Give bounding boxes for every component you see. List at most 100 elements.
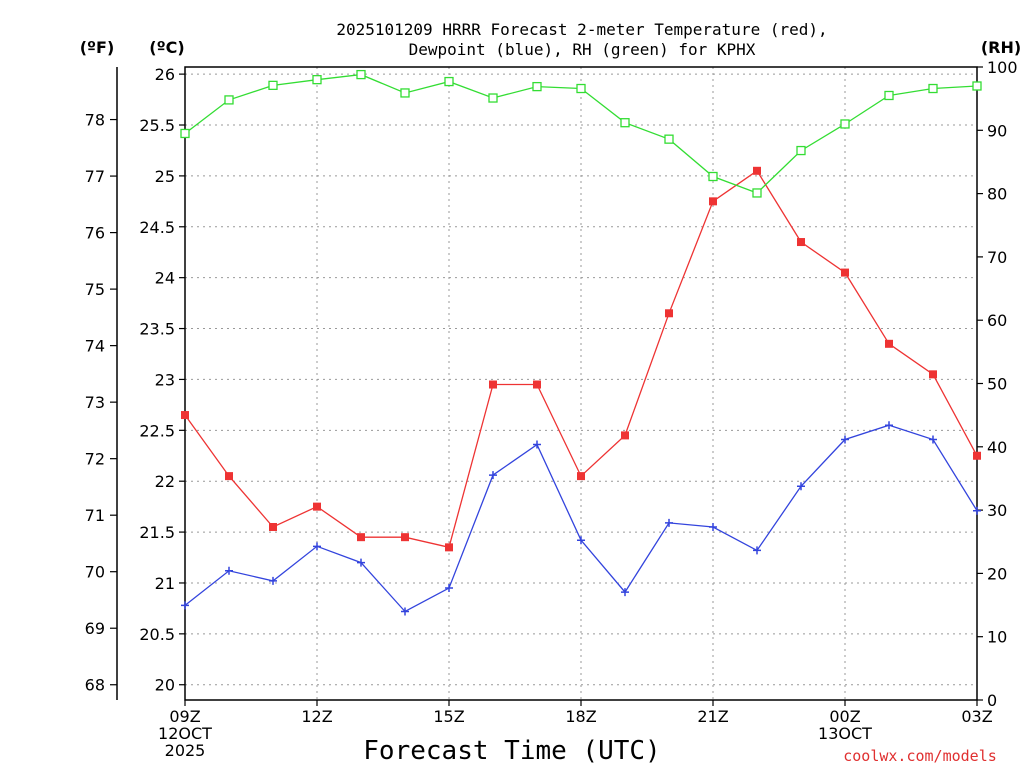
temperature-point [533, 380, 541, 389]
rh-tick-label: 30 [987, 501, 1007, 520]
x-tick-label: 21Z [697, 707, 728, 726]
dewpoint-point [181, 601, 189, 610]
dewpoint-point [225, 566, 233, 575]
temperature-point [797, 238, 805, 247]
rh-tick-label: 60 [987, 311, 1007, 330]
rh-point [620, 118, 630, 128]
temperature-point [621, 431, 629, 440]
celsius-tick-label: 20.5 [139, 625, 175, 644]
rh-point [444, 76, 454, 87]
fahrenheit-tick-label: 70 [85, 563, 105, 582]
fahrenheit-tick-label: 74 [85, 337, 105, 356]
dewpoint-point [577, 536, 585, 545]
temperature-point [841, 268, 849, 277]
fahrenheit-tick-label: 68 [85, 676, 105, 695]
dewpoint-point [489, 471, 497, 480]
celsius-tick-label: 25 [155, 167, 175, 186]
dewpoint-point [621, 588, 629, 597]
temperature-point [181, 411, 189, 420]
x-tick-label: 00Z [829, 707, 860, 726]
rh-axis: 0 10 20 30 40 50 60 70 80 90 100 [977, 58, 1018, 710]
temperature-point [357, 533, 365, 542]
dewpoint-point [929, 435, 937, 444]
rh-tick-label: 70 [987, 248, 1007, 267]
temperature-point [929, 370, 937, 379]
temperature-point [885, 339, 893, 348]
temperature-point [577, 472, 585, 481]
celsius-tick-label: 20 [155, 676, 175, 695]
fahrenheit-tick-label: 73 [85, 393, 105, 412]
fahrenheit-unit-label: (ºF) [80, 38, 115, 57]
celsius-tick-label: 25.5 [139, 116, 175, 135]
x-tick-label: 03Z [961, 707, 992, 726]
dewpoint-point [709, 522, 717, 531]
rh-point [664, 134, 674, 144]
temperature-point [225, 472, 233, 481]
temperature-point [489, 380, 497, 389]
fahrenheit-tick-label: 72 [85, 450, 105, 469]
fahrenheit-tick-label: 76 [85, 224, 105, 243]
fahrenheit-tick-label: 71 [85, 506, 105, 525]
celsius-tick-label: 23 [155, 370, 175, 389]
plot-frame [184, 66, 978, 701]
chart-title-line2: Dewpoint (blue), RH (green) for KPHX [409, 40, 756, 59]
celsius-tick-label: 23.5 [139, 320, 175, 339]
x-tick-label: 12Z [301, 707, 332, 726]
rh-point [532, 81, 542, 92]
rh-point [224, 95, 234, 105]
temperature-point [445, 543, 453, 552]
celsius-tick-label: 26 [155, 65, 175, 84]
dewpoint-point [665, 518, 673, 527]
dewpoint-point [357, 558, 365, 567]
x-tick-label: 09Z [169, 707, 200, 726]
rh-tick-label: 50 [987, 375, 1007, 394]
rh-tick-label: 0 [987, 691, 997, 710]
dewpoint-point [445, 584, 453, 593]
fahrenheit-axis: 68 69 70 71 72 73 74 75 76 77 78 [85, 67, 118, 700]
credit-text: coolwx.com/models [843, 747, 997, 765]
celsius-tick-label: 21.5 [139, 523, 175, 542]
dewpoint-point [841, 435, 849, 444]
temperature-point [709, 197, 717, 206]
temperature-point [269, 522, 277, 531]
celsius-tick-label: 22.5 [139, 421, 175, 440]
dewpoint-point [753, 546, 761, 555]
temperature-point [401, 533, 409, 542]
temperature-point [973, 451, 981, 460]
temperature-point [753, 166, 761, 175]
dewpoint-point [533, 440, 541, 449]
series-layer [180, 69, 982, 616]
dewpoint-point [269, 576, 277, 585]
celsius-tick-label: 22 [155, 472, 175, 491]
rh-point [268, 80, 278, 91]
x-tick-label: 18Z [565, 707, 596, 726]
grid-lines [184, 67, 978, 700]
chart-title-line1: 2025101209 HRRR Forecast 2-meter Tempera… [336, 20, 827, 39]
rh-point [840, 119, 850, 129]
rh-point [312, 75, 322, 85]
rh-tick-label: 80 [987, 185, 1007, 204]
dewpoint-point [885, 421, 893, 430]
rh-tick-label: 100 [987, 58, 1018, 77]
celsius-tick-label: 24.5 [139, 218, 175, 237]
rh-point [180, 128, 190, 139]
rh-tick-label: 20 [987, 564, 1007, 583]
x-tick-label: 13OCT [818, 724, 872, 743]
rh-point [884, 90, 894, 101]
rh-unit-label: (RH) [981, 38, 1021, 57]
fahrenheit-tick-label: 78 [85, 111, 105, 130]
dewpoint-point [797, 482, 805, 491]
x-axis-title: Forecast Time (UTC) [363, 736, 660, 766]
rh-tick-label: 90 [987, 121, 1007, 140]
rh-point [752, 188, 762, 198]
rh-point [488, 93, 498, 103]
rh-tick-label: 40 [987, 438, 1007, 457]
x-tick-label: 15Z [433, 707, 464, 726]
rh-tick-label: 10 [987, 628, 1007, 647]
celsius-tick-label: 24 [155, 269, 175, 288]
rh-point [928, 83, 938, 94]
fahrenheit-tick-label: 75 [85, 280, 105, 299]
celsius-axis: 20 20.5 21 21.5 22 22.5 23 23.5 24 24.5 25 25.5 26 [139, 65, 185, 695]
